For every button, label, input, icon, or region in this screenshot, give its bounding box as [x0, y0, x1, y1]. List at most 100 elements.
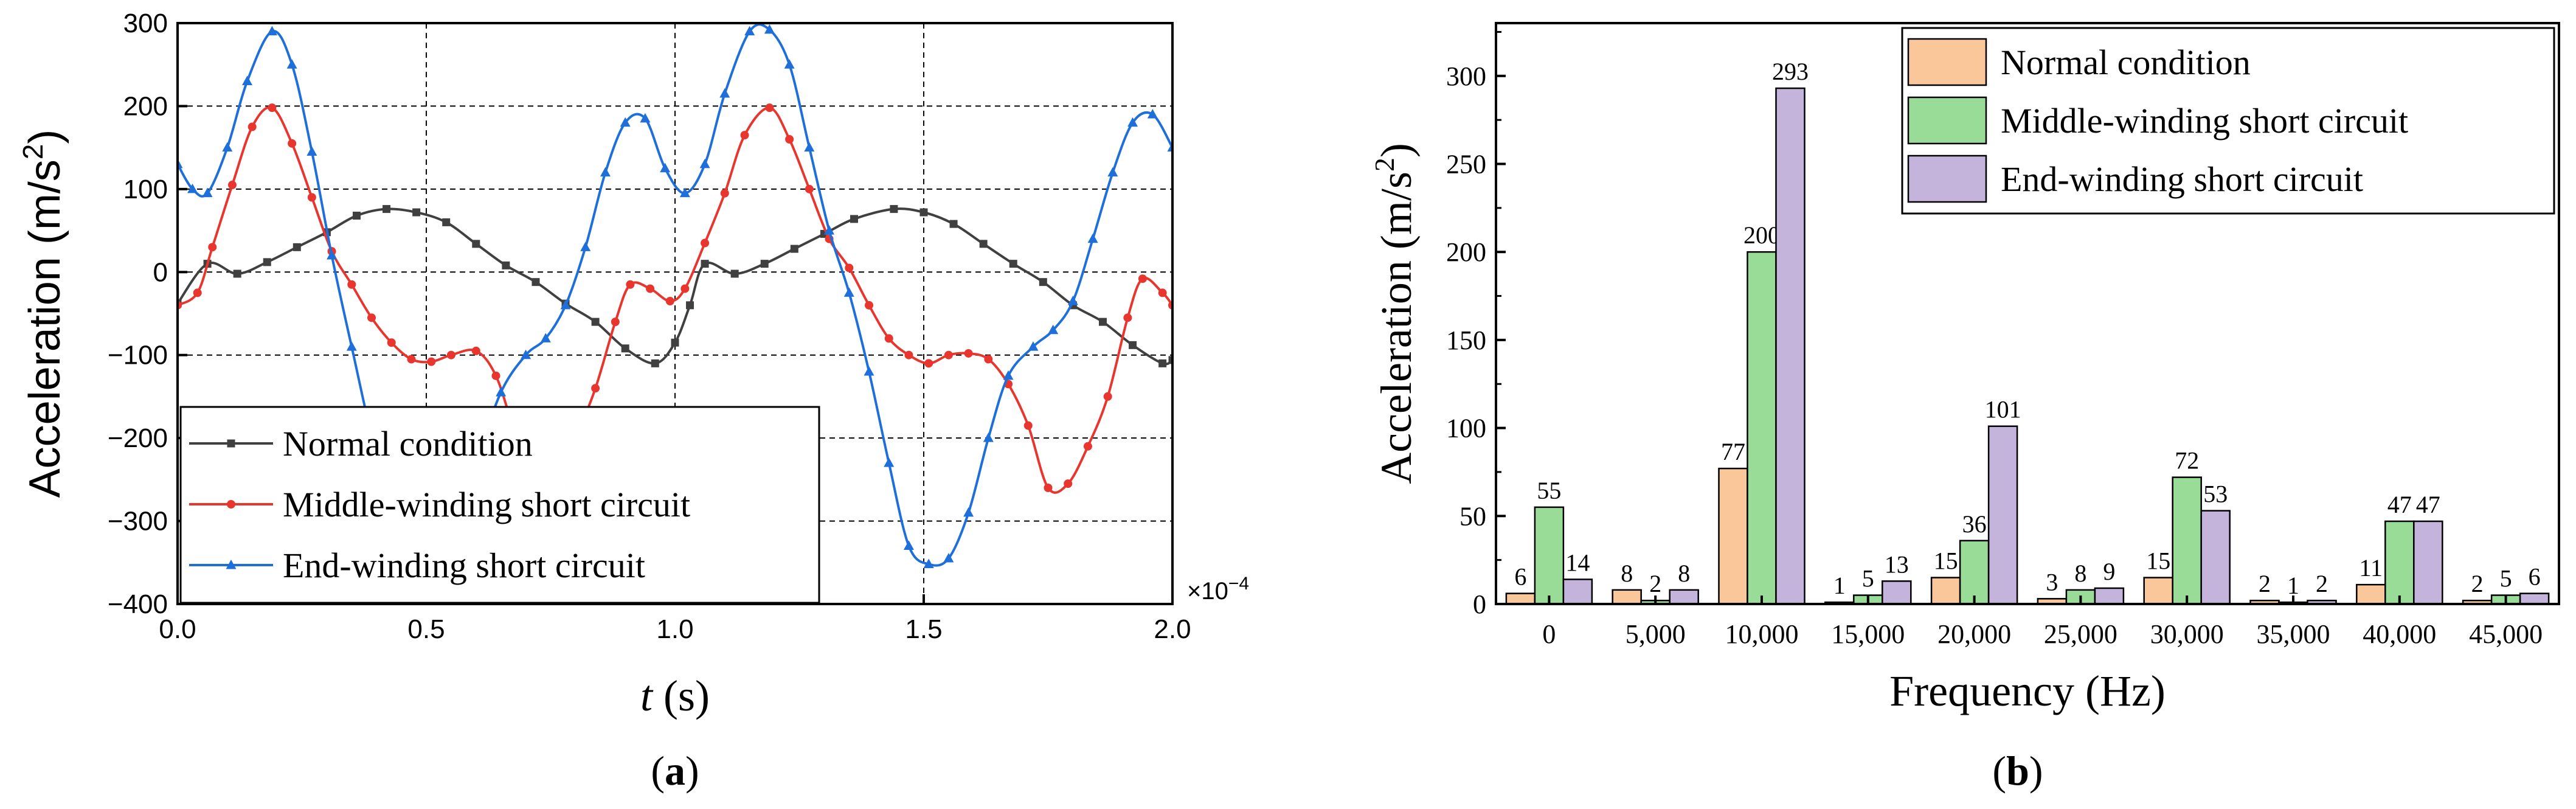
panel-a-y-axis-end: )	[21, 130, 69, 144]
point-end-winding-short-circuit	[903, 540, 914, 550]
point-middle-winding-short-circuit	[268, 103, 277, 113]
panel-a-caption: (a)	[651, 748, 699, 794]
point-end-winding-short-circuit	[286, 59, 297, 69]
point-normal-condition	[651, 359, 659, 367]
bar-end-winding-short-circuit	[1987, 425, 2018, 605]
point-end-winding-short-circuit	[1167, 142, 1172, 152]
point-end-winding-short-circuit	[963, 507, 974, 517]
point-middle-winding-short-circuit	[924, 359, 933, 368]
point-middle-winding-short-circuit	[805, 184, 814, 193]
point-normal-condition	[412, 208, 421, 217]
bar-middle-winding-short-circuit	[1959, 540, 1990, 605]
point-middle-winding-short-circuit	[765, 103, 774, 113]
point-normal-condition	[790, 245, 798, 253]
legend-entry-end-winding-short-circuit: End-winding short circuit	[1907, 155, 2363, 203]
bar-value-label: 77	[1721, 438, 1745, 465]
point-normal-condition	[1168, 356, 1172, 364]
bar-normal-condition	[1718, 467, 1748, 605]
panel-a-caption-letter: a	[665, 748, 685, 794]
legend-entry-normal-condition: Normal condition	[1907, 38, 2251, 86]
bar-value-label: 101	[1985, 396, 2021, 423]
panel-b-y-tick-label: 250	[1446, 150, 1486, 179]
point-end-winding-short-circuit	[496, 387, 507, 397]
point-middle-winding-short-circuit	[964, 349, 973, 358]
point-end-winding-short-circuit	[1028, 341, 1039, 351]
point-middle-winding-short-circuit	[407, 355, 416, 364]
panel-b-x-tick-label: 30,000	[2150, 619, 2224, 649]
bar-middle-winding-short-circuit	[2172, 476, 2202, 605]
bar-normal-condition	[2143, 577, 2173, 605]
bar-normal-condition	[1505, 592, 1536, 605]
point-end-winding-short-circuit	[242, 75, 253, 85]
point-middle-winding-short-circuit	[785, 135, 794, 144]
bar-end-winding-short-circuit	[1669, 589, 1699, 605]
point-middle-winding-short-circuit	[193, 288, 202, 297]
bar-value-label: 8	[2074, 560, 2086, 587]
panel-b-x-tick-label: 15,000	[1831, 619, 1905, 649]
bar-end-winding-short-circuit	[1882, 580, 1912, 605]
point-middle-winding-short-circuit	[904, 350, 913, 359]
point-normal-condition	[621, 344, 629, 353]
bar-value-label: 3	[2046, 568, 2058, 595]
bar-value-label: 53	[2203, 481, 2228, 508]
point-end-winding-short-circuit	[620, 117, 631, 127]
bar-value-label: 293	[1772, 58, 1809, 85]
panel-b-caption: (b)	[1992, 748, 2043, 794]
panel-a-y-tick-label: −300	[108, 507, 168, 536]
panel-b-caption-letter: b	[2006, 748, 2029, 794]
bar-value-label: 1	[2287, 572, 2299, 599]
point-middle-winding-short-circuit	[1123, 313, 1132, 322]
point-middle-winding-short-circuit	[611, 318, 620, 327]
panel-b-plot-frame	[1495, 22, 2560, 605]
panel-b-x-tick-label: 0	[1542, 619, 1556, 649]
point-normal-condition	[919, 208, 928, 217]
bar-value-label: 9	[2103, 558, 2115, 585]
point-normal-condition	[383, 205, 391, 214]
bar-middle-winding-short-circuit	[1534, 506, 1565, 605]
bar-end-winding-short-circuit	[1775, 87, 1806, 605]
point-end-winding-short-circuit	[843, 287, 854, 297]
point-middle-winding-short-circuit	[1103, 392, 1112, 401]
point-middle-winding-short-circuit	[865, 300, 874, 310]
point-middle-winding-short-circuit	[1158, 288, 1167, 297]
point-end-winding-short-circuit	[640, 113, 651, 123]
point-end-winding-short-circuit	[983, 432, 994, 442]
panel-a-x-tick-label: 0.5	[407, 614, 445, 644]
bar-value-label: 1	[1833, 572, 1846, 599]
bar-value-label: 2	[2316, 570, 2328, 597]
point-middle-winding-short-circuit	[646, 284, 655, 293]
panel-a-y-tick-label: 300	[123, 9, 168, 38]
legend-marker-normal-condition	[227, 439, 235, 448]
bar-end-winding-short-circuit	[2200, 510, 2231, 605]
point-normal-condition	[1009, 260, 1017, 268]
panel-a-x-multiplier-exp: −4	[1228, 574, 1249, 594]
point-normal-condition	[233, 269, 241, 278]
panel-b-ticks: 0 5,000 10,000 15,000 20,000 25,000 30,000 35,0…	[1446, 30, 2543, 649]
point-middle-winding-short-circuit	[701, 238, 710, 248]
point-end-winding-short-circuit	[699, 158, 710, 168]
panel-a-line-chart: 0.0 0.5 1.0 1.5 2.0 −400 −300 −200 −100 0 100 200 30…	[17, 9, 1249, 794]
bar-value-label: 2	[2471, 570, 2484, 597]
point-middle-winding-short-circuit	[591, 384, 600, 393]
legend-label-normal-condition: Normal condition	[283, 424, 533, 464]
panel-a-y-tick-label: −400	[108, 589, 168, 619]
panel-b-x-axis-label: Frequency (Hz)	[1889, 667, 2166, 715]
series-end-winding-short-circuit	[178, 23, 1172, 569]
point-normal-condition	[352, 212, 361, 220]
bar-value-label: 15	[1934, 547, 1958, 575]
legend-entry-middle-winding-short-circuit: Middle-winding short circuit	[1907, 96, 2408, 145]
point-middle-winding-short-circuit	[1044, 484, 1053, 492]
point-normal-condition	[760, 260, 769, 268]
legend-swatch-middle-winding-short-circuit	[1907, 96, 1987, 145]
panel-b-y-tick-label: 50	[1459, 501, 1486, 531]
point-normal-condition	[949, 220, 958, 228]
panel-b-legend-box	[1901, 27, 2555, 215]
point-normal-condition	[1039, 278, 1047, 286]
point-middle-winding-short-circuit	[1023, 421, 1033, 430]
panel-b-x-tick-label: 10,000	[1725, 619, 1799, 649]
point-end-winding-short-circuit	[784, 59, 795, 69]
point-normal-condition	[263, 258, 271, 266]
point-end-winding-short-circuit	[923, 558, 934, 569]
legend-swatch-normal-condition	[1907, 38, 1987, 86]
